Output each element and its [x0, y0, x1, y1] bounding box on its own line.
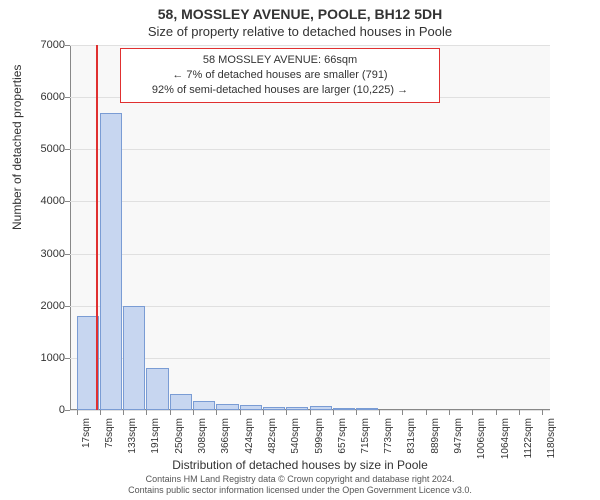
y-tick-mark — [65, 254, 70, 255]
x-tick-mark — [356, 410, 357, 415]
histogram-bar — [100, 113, 122, 410]
infobox-line2: ← 7% of detached houses are smaller (791… — [127, 68, 433, 83]
x-tick-label: 947sqm — [453, 418, 464, 466]
chart-subtitle: Size of property relative to detached ho… — [0, 22, 600, 39]
x-tick-label: 599sqm — [314, 418, 325, 466]
gridline — [70, 45, 550, 46]
histogram-bar — [170, 394, 192, 410]
x-tick-mark — [263, 410, 264, 415]
histogram-bar — [333, 408, 355, 410]
x-tick-mark — [170, 410, 171, 415]
x-tick-mark — [286, 410, 287, 415]
y-tick-mark — [65, 149, 70, 150]
x-tick-mark — [123, 410, 124, 415]
x-tick-label: 1006sqm — [476, 418, 487, 466]
y-tick-label: 0 — [25, 404, 65, 416]
histogram-bar — [263, 407, 285, 410]
x-tick-label: 657sqm — [337, 418, 348, 466]
x-tick-label: 1122sqm — [523, 418, 534, 466]
y-tick-label: 1000 — [25, 352, 65, 364]
histogram-bar — [286, 407, 308, 410]
x-tick-label: 889sqm — [430, 418, 441, 466]
x-tick-label: 540sqm — [290, 418, 301, 466]
x-tick-label: 424sqm — [244, 418, 255, 466]
x-tick-mark — [310, 410, 311, 415]
x-tick-label: 250sqm — [174, 418, 185, 466]
x-tick-label: 133sqm — [127, 418, 138, 466]
x-tick-mark — [216, 410, 217, 415]
x-tick-mark — [193, 410, 194, 415]
footnote: Contains HM Land Registry data © Crown c… — [0, 474, 600, 497]
gridline — [70, 201, 550, 202]
x-tick-label: 1064sqm — [500, 418, 511, 466]
y-tick-label: 7000 — [25, 39, 65, 51]
footnote-line1: Contains HM Land Registry data © Crown c… — [0, 474, 600, 486]
property-marker-line — [96, 45, 98, 410]
y-tick-mark — [65, 97, 70, 98]
x-tick-label: 773sqm — [383, 418, 394, 466]
x-tick-mark — [146, 410, 147, 415]
histogram-bar — [146, 368, 168, 410]
y-tick-mark — [65, 358, 70, 359]
x-tick-mark — [496, 410, 497, 415]
x-tick-label: 191sqm — [150, 418, 161, 466]
histogram-bar — [356, 408, 378, 410]
footnote-line2: Contains public sector information licen… — [0, 485, 600, 497]
x-tick-label: 366sqm — [220, 418, 231, 466]
infobox-line1: 58 MOSSLEY AVENUE: 66sqm — [127, 53, 433, 68]
y-tick-label: 3000 — [25, 248, 65, 260]
y-tick-mark — [65, 306, 70, 307]
x-tick-mark — [379, 410, 380, 415]
x-tick-mark — [472, 410, 473, 415]
y-tick-label: 2000 — [25, 300, 65, 312]
histogram-bar — [123, 306, 145, 410]
x-tick-mark — [542, 410, 543, 415]
y-axis-line — [70, 45, 71, 410]
histogram-bar — [310, 406, 332, 410]
x-tick-label: 831sqm — [406, 418, 417, 466]
x-tick-mark — [426, 410, 427, 415]
x-tick-mark — [519, 410, 520, 415]
y-tick-mark — [65, 410, 70, 411]
x-tick-label: 75sqm — [104, 418, 115, 466]
chart-title: 58, MOSSLEY AVENUE, POOLE, BH12 5DH — [0, 0, 600, 22]
x-tick-label: 308sqm — [197, 418, 208, 466]
x-tick-mark — [449, 410, 450, 415]
x-tick-mark — [333, 410, 334, 415]
histogram-bar — [240, 405, 262, 410]
x-tick-mark — [77, 410, 78, 415]
x-tick-label: 482sqm — [267, 418, 278, 466]
gridline — [70, 254, 550, 255]
y-tick-mark — [65, 45, 70, 46]
histogram-bar — [216, 404, 238, 410]
infobox-line3: 92% of semi-detached houses are larger (… — [127, 83, 433, 98]
gridline — [70, 149, 550, 150]
x-tick-mark — [240, 410, 241, 415]
x-tick-mark — [100, 410, 101, 415]
histogram-bar — [193, 401, 215, 410]
x-tick-mark — [402, 410, 403, 415]
y-tick-mark — [65, 201, 70, 202]
info-box: 58 MOSSLEY AVENUE: 66sqm ← 7% of detache… — [120, 48, 440, 103]
chart-container: { "title_main": "58, MOSSLEY AVENUE, POO… — [0, 0, 600, 500]
y-tick-label: 4000 — [25, 195, 65, 207]
x-tick-label: 17sqm — [81, 418, 92, 466]
y-axis-label: Number of detached properties — [10, 65, 24, 230]
y-tick-label: 5000 — [25, 143, 65, 155]
x-tick-label: 1180sqm — [546, 418, 557, 466]
y-tick-label: 6000 — [25, 91, 65, 103]
x-tick-label: 715sqm — [360, 418, 371, 466]
